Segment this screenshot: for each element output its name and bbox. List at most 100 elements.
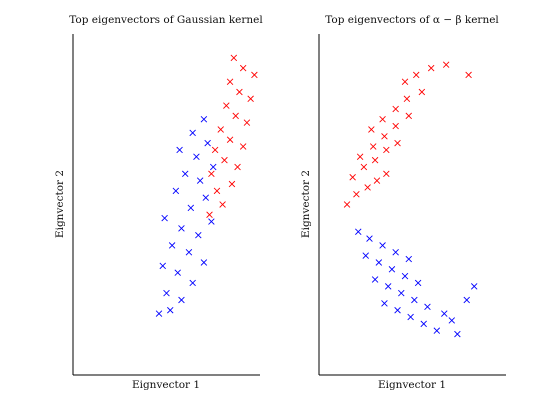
y-axis-label-1: Eignvector 2 [54, 170, 66, 238]
scatter-point-series-1-4 [163, 289, 170, 297]
scatter-point-series-1-15 [424, 303, 431, 311]
chart-title-1: Top eigenvectors of Gaussian kernel [69, 14, 263, 26]
scatter-point-series-1-9 [401, 272, 409, 280]
scatter-point-series-2-22 [413, 71, 420, 79]
scatter-point-series-1-1 [155, 310, 163, 317]
scatter-point-series-2-15 [405, 112, 412, 120]
scatter-point-series-1-2 [366, 235, 373, 242]
scatter-point-series-2-7 [221, 156, 228, 164]
scatter-point-series-1-16 [202, 194, 210, 201]
scatter-point-series-1-18 [196, 177, 204, 184]
scatter-point-series-1-19 [181, 170, 189, 178]
scatter-point-series-2-12 [369, 143, 377, 150]
scatter-point-series-1-11 [195, 231, 202, 239]
scatter-point-series-1-25 [470, 283, 478, 290]
scatter-point-series-1-25 [200, 116, 208, 123]
scatter-point-series-2-8 [211, 146, 219, 154]
scatter-point-series-2-10 [394, 139, 401, 147]
scatter-point-series-1-1 [355, 228, 362, 236]
x-axis-label-1: Eignvector 1 [132, 379, 200, 391]
scatter-point-series-1-9 [185, 249, 193, 256]
scatter-point-series-2-7 [360, 163, 368, 171]
scatter-point-series-2-17 [226, 78, 234, 85]
scatter-point-series-2-6 [234, 163, 241, 171]
scatter-point-series-2-15 [247, 95, 254, 103]
scatter-point-series-2-9 [383, 146, 390, 154]
scatter-point-series-2-20 [418, 88, 426, 96]
scatter-point-series-2-17 [379, 116, 386, 123]
scatter-point-series-1-10 [168, 242, 176, 249]
scatter-point-series-2-5 [383, 170, 390, 178]
scatter-point-series-2-18 [251, 71, 258, 79]
scatter-point-series-2-11 [356, 153, 364, 160]
scatter-point-series-2-4 [228, 180, 236, 188]
chart-panel-left: Top eigenvectors of Gaussian kernel Eignv… [54, 14, 263, 391]
scatter-point-series-1-20 [210, 163, 217, 171]
scatter-point-series-2-4 [373, 177, 381, 184]
scatter-point-series-2-20 [230, 54, 238, 62]
scatter-point-series-1-5 [405, 255, 412, 263]
scatter-point-series-1-21 [441, 310, 448, 317]
scatter-point-series-1-14 [161, 214, 168, 222]
chart-panel-right: Top eigenvectors of α − β kernel Eignvect… [300, 14, 506, 391]
scatter-point-series-2-13 [381, 133, 388, 140]
scatter-point-series-1-20 [433, 327, 441, 334]
scatter-point-series-1-14 [411, 296, 418, 304]
scatter-series-2-2 [343, 61, 472, 208]
scatter-point-series-2-19 [239, 64, 247, 72]
scatter-point-series-2-24 [442, 61, 450, 68]
scatter-point-series-1-8 [388, 266, 396, 273]
y-axis-label-2: Eignvector 2 [300, 170, 312, 238]
scatter-point-series-1-7 [159, 262, 166, 270]
scatter-point-series-1-13 [208, 218, 215, 225]
scatter-point-series-2-19 [403, 95, 411, 103]
scatter-series-2-1 [355, 228, 478, 338]
scatter-point-series-2-14 [392, 122, 399, 130]
scatter-point-series-2-8 [371, 156, 379, 164]
scatter-point-series-2-13 [232, 112, 239, 120]
scatter-point-series-2-16 [368, 126, 375, 133]
scatter-point-series-2-23 [427, 64, 435, 72]
scatter-point-series-1-13 [398, 289, 405, 297]
scatter-point-series-2-1 [206, 211, 213, 218]
scatter-point-series-2-10 [226, 136, 234, 143]
x-axis-label-2: Eignvector 1 [378, 379, 446, 391]
scatter-point-series-2-14 [223, 102, 230, 109]
scatter-point-series-1-10 [414, 279, 422, 287]
scatter-point-series-2-16 [236, 88, 243, 96]
scatter-point-series-1-3 [178, 296, 185, 304]
scatter-point-series-1-19 [420, 320, 427, 328]
scatter-point-series-1-22 [176, 146, 183, 154]
scatter-point-series-1-8 [200, 259, 208, 266]
scatter-point-series-1-17 [172, 187, 180, 195]
scatter-series-1-2 [206, 54, 258, 218]
scatter-series-1-1 [155, 116, 217, 317]
scatter-point-series-2-9 [239, 143, 247, 150]
scatter-point-series-1-18 [407, 313, 414, 321]
scatter-point-series-2-2 [219, 201, 226, 208]
scatter-point-series-1-2 [167, 306, 174, 314]
scatter-point-series-2-2 [353, 191, 360, 198]
scatter-point-series-2-5 [208, 170, 215, 178]
scatter-point-series-1-5 [189, 279, 196, 287]
scatter-point-series-1-12 [384, 283, 392, 290]
scatter-point-series-1-23 [204, 139, 211, 147]
scatter-point-series-1-24 [189, 129, 196, 137]
scatter-point-series-1-12 [178, 225, 185, 232]
scatter-point-series-2-18 [392, 105, 399, 113]
scatter-point-series-2-21 [401, 78, 409, 85]
scatter-point-series-1-11 [371, 276, 379, 283]
scatter-point-series-1-4 [392, 249, 399, 256]
scatter-point-series-1-3 [379, 242, 386, 249]
scatter-point-series-1-21 [193, 153, 200, 160]
scatter-point-series-2-6 [349, 173, 356, 181]
scatter-point-series-2-12 [243, 119, 251, 126]
scatter-point-series-2-3 [364, 184, 371, 191]
chart-title-2: Top eigenvectors of α − β kernel [325, 14, 499, 26]
scatter-point-series-1-17 [394, 306, 401, 314]
scatter-point-series-1-6 [362, 252, 369, 259]
scatter-point-series-2-3 [213, 187, 221, 195]
scatter-point-series-1-22 [448, 317, 456, 324]
scatter-point-series-1-24 [463, 296, 470, 304]
